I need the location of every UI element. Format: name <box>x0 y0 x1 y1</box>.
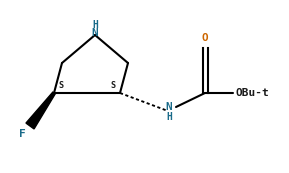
Text: F: F <box>18 129 25 139</box>
Text: N: N <box>166 102 172 112</box>
Text: S: S <box>110 81 116 90</box>
Text: OBu-t: OBu-t <box>236 88 270 98</box>
Text: H: H <box>92 20 98 30</box>
Text: H: H <box>166 112 172 122</box>
Text: N: N <box>92 28 98 38</box>
Polygon shape <box>26 92 55 129</box>
Text: O: O <box>202 33 208 43</box>
Text: S: S <box>58 81 64 90</box>
